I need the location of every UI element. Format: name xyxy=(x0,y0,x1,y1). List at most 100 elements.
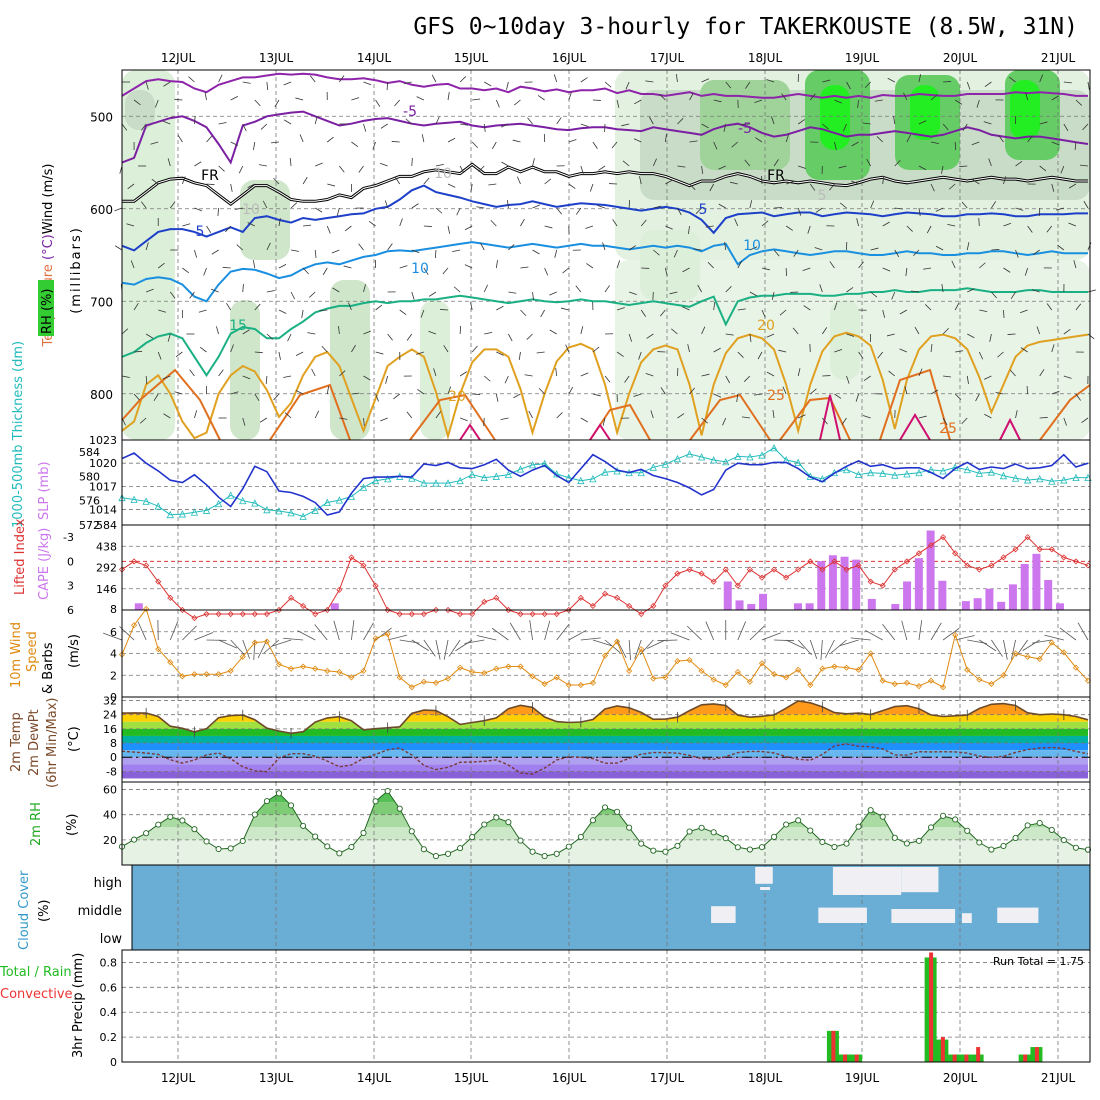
wind-barb xyxy=(822,327,828,335)
wind-barb xyxy=(675,74,678,83)
wind-barb xyxy=(254,351,263,354)
wind-barb xyxy=(1015,410,1018,419)
dewpoint-line xyxy=(121,743,1089,775)
wind-barb xyxy=(393,393,400,400)
wind-barb xyxy=(761,267,770,271)
cloud-high-block xyxy=(901,867,939,893)
wind-barb xyxy=(363,123,367,132)
wind-barb xyxy=(906,225,913,232)
wind-unit-label: (m/s) xyxy=(67,634,82,668)
wind-marker xyxy=(614,638,621,645)
wind-barb xyxy=(689,183,696,190)
wind-barb xyxy=(532,291,534,300)
rh-legend-swatch xyxy=(38,280,54,336)
wind-barb xyxy=(145,375,148,385)
wind-barb xyxy=(544,225,553,229)
rh-shading xyxy=(830,300,860,380)
lifted-index-marker xyxy=(348,554,355,561)
wind-marker xyxy=(1060,649,1067,656)
wind-barb xyxy=(1068,222,1077,227)
temp-band xyxy=(122,757,1088,765)
thickness-marker xyxy=(1048,477,1056,485)
wind-barb xyxy=(265,375,268,385)
wind-barb xyxy=(562,267,570,274)
wind-barb xyxy=(242,283,244,293)
wind-marker xyxy=(469,668,476,676)
isotherm-20 xyxy=(121,331,1089,441)
temp-unit-label: (°C) xyxy=(67,726,82,752)
wind-barb xyxy=(954,302,960,311)
wind-barb xyxy=(886,333,895,337)
wind-barb xyxy=(628,639,631,660)
lifted-index-marker xyxy=(481,598,488,605)
wind-barb xyxy=(882,623,896,641)
rh-marker xyxy=(903,840,910,847)
wind-barb xyxy=(653,205,662,209)
wind-barb xyxy=(194,249,198,258)
wind-barb xyxy=(695,207,702,214)
wind-barb xyxy=(1015,249,1019,258)
wind-barb xyxy=(158,309,167,313)
wind-barb xyxy=(230,96,238,101)
cape-bar xyxy=(759,593,768,610)
wind-marker xyxy=(783,674,790,681)
wind-barb xyxy=(496,351,504,356)
wind-barb xyxy=(899,309,908,315)
cloud-mid-block xyxy=(997,907,1039,923)
rh-band xyxy=(122,839,1088,865)
wind-barb xyxy=(435,116,440,125)
wind-barb xyxy=(182,223,191,227)
wind-barb xyxy=(411,249,420,254)
wind-barb xyxy=(133,303,139,311)
rh-marker xyxy=(481,821,488,828)
thickness-marker xyxy=(939,467,947,475)
wind-barb xyxy=(556,623,570,641)
rh-marker xyxy=(650,847,657,854)
rh-marker xyxy=(927,824,935,831)
wind-barb xyxy=(887,77,895,83)
lifted-index-marker xyxy=(891,566,898,573)
wind-barb xyxy=(139,417,147,424)
wind-marker xyxy=(819,665,826,672)
wind-barb xyxy=(103,632,123,641)
lifted-index-marker xyxy=(577,594,584,601)
thickness-marker xyxy=(673,454,682,463)
wind-marker xyxy=(734,668,741,676)
temp-tick-label: 32 xyxy=(103,695,117,708)
wind-barb xyxy=(189,369,195,377)
wind-barb xyxy=(311,368,316,377)
thickness-marker xyxy=(299,512,307,520)
wind-barb xyxy=(417,388,425,395)
precip-conv-bar xyxy=(929,952,934,1062)
wind-barb xyxy=(145,333,154,339)
wind-barb xyxy=(1009,369,1016,377)
wind-barb xyxy=(858,351,864,359)
wind-barb xyxy=(910,290,919,293)
wind-barb xyxy=(943,375,952,378)
wind-barb xyxy=(358,165,364,173)
wind-barb xyxy=(580,417,588,423)
temp-band xyxy=(122,750,1088,758)
wind-barb xyxy=(278,264,287,269)
wind-marker xyxy=(481,670,488,677)
rh-marker xyxy=(396,805,403,812)
wind-barb xyxy=(189,291,195,299)
wind-barb xyxy=(774,639,795,642)
wind-barb xyxy=(363,375,371,381)
contour-label: 10 xyxy=(411,261,429,277)
thickness-marker xyxy=(432,479,440,487)
wind-barb xyxy=(513,393,521,399)
wind-barb xyxy=(367,183,376,187)
contour-label: 15 xyxy=(229,318,247,334)
wind-barb xyxy=(423,177,430,185)
wind-barb xyxy=(380,417,388,422)
wind-barb xyxy=(421,134,425,143)
precip-tick-label: 0.2 xyxy=(100,1031,118,1044)
contour-label: 25 xyxy=(767,388,785,404)
rh-marker xyxy=(626,824,633,831)
thickness-marker xyxy=(601,468,609,476)
wind-barb xyxy=(701,373,710,377)
rh-marker xyxy=(191,826,198,833)
isotherm-30 xyxy=(999,417,1021,441)
wind-barb xyxy=(488,183,497,186)
